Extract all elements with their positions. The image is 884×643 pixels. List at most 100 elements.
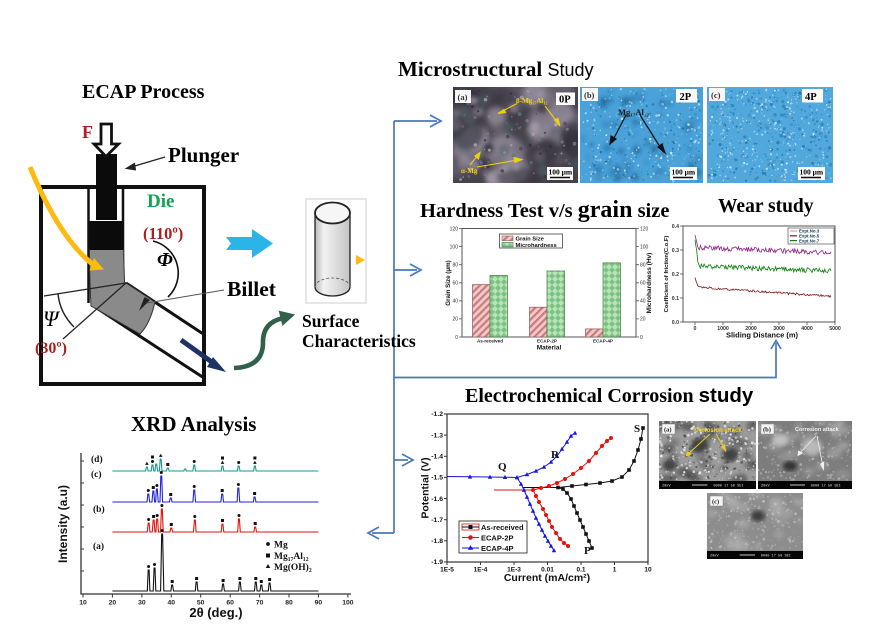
svg-text:Mg₁₇Al₁₂: Mg₁₇Al₁₂ (274, 552, 309, 562)
svg-text:40: 40 (168, 600, 176, 607)
svg-text:Microhardness (Hv): Microhardness (Hv) (646, 253, 653, 314)
svg-text:Intensity (a.u): Intensity (a.u) (56, 485, 70, 563)
svg-text:20: 20 (452, 317, 458, 323)
svg-text:Corrosion attack: Corrosion attack (795, 427, 840, 433)
svg-text:As-received: As-received (481, 523, 524, 532)
svg-text:60: 60 (226, 600, 234, 607)
svg-text:1: 1 (613, 567, 617, 574)
svg-text:(a): (a) (458, 92, 468, 102)
svg-text:Coefficient of friction(C.o.F): Coefficient of friction(C.o.F) (664, 236, 670, 313)
svg-text:Mg(OH)₂: Mg(OH)₂ (274, 562, 312, 573)
svg-text:0000 17 50 SEI: 0000 17 50 SEI (761, 555, 791, 559)
svg-text:4P: 4P (805, 92, 817, 103)
svg-text:Current (mA/cm²): Current (mA/cm²) (504, 572, 590, 584)
svg-text:(a): (a) (664, 427, 672, 434)
svg-text:50: 50 (197, 600, 205, 607)
svg-text:0.3: 0.3 (672, 248, 679, 254)
svg-text:100 μm: 100 μm (672, 168, 696, 177)
svg-text:0: 0 (640, 335, 643, 341)
svg-text:0.01: 0.01 (541, 567, 554, 574)
svg-text:5000: 5000 (829, 326, 841, 332)
svg-text:20: 20 (109, 600, 117, 607)
svg-text:ECAP-4P: ECAP-4P (481, 544, 514, 553)
svg-text:P: P (584, 545, 591, 557)
svg-text:0: 0 (455, 335, 458, 341)
svg-text:Expt.No.3: Expt.No.3 (799, 229, 820, 234)
svg-text:(b): (b) (93, 504, 105, 515)
svg-text:2P: 2P (680, 92, 692, 103)
svg-text:Material: Material (537, 345, 562, 352)
svg-text:0.1: 0.1 (672, 296, 679, 302)
svg-text:0.0: 0.0 (672, 320, 679, 326)
svg-text:20kV: 20kV (662, 484, 671, 489)
svg-text:10: 10 (644, 567, 652, 574)
svg-text:As-received: As-received (477, 339, 503, 344)
svg-text:β-Mg₁₇Al₁₂: β-Mg₁₇Al₁₂ (516, 97, 548, 105)
svg-text:120: 120 (450, 226, 459, 232)
svg-text:90: 90 (315, 600, 323, 607)
svg-text:-1.5: -1.5 (431, 475, 443, 482)
svg-text:Corrosion attack: Corrosion attack (694, 428, 742, 434)
svg-text:Potential (V): Potential (V) (420, 457, 432, 518)
svg-text:Q: Q (498, 461, 507, 473)
svg-text:4000: 4000 (801, 326, 813, 332)
svg-text:Expt.No.5: Expt.No.5 (799, 234, 820, 239)
svg-text:S: S (634, 423, 640, 435)
svg-text:ECAP-2P: ECAP-2P (481, 534, 514, 543)
svg-text:(c): (c) (712, 499, 719, 506)
svg-text:1000: 1000 (717, 326, 729, 332)
svg-text:Grain Size (μm): Grain Size (μm) (445, 260, 452, 305)
svg-text:20kV: 20kV (761, 484, 770, 489)
svg-text:60: 60 (452, 281, 458, 287)
svg-text:10: 10 (79, 600, 87, 607)
svg-text:20: 20 (640, 317, 646, 323)
svg-text:-1.9: -1.9 (431, 559, 443, 566)
svg-text:-1.8: -1.8 (431, 538, 443, 545)
svg-text:40: 40 (452, 299, 458, 305)
svg-text:100 μm: 100 μm (549, 168, 573, 177)
svg-text:0.2: 0.2 (672, 272, 679, 278)
svg-text:1E-4: 1E-4 (474, 567, 488, 574)
svg-text:(b): (b) (763, 427, 771, 434)
svg-text:(c): (c) (91, 469, 102, 480)
svg-text:Expt.No.7: Expt.No.7 (799, 238, 820, 243)
svg-text:1E-5: 1E-5 (440, 567, 454, 574)
svg-text:2000: 2000 (745, 326, 757, 332)
svg-text:ECAP-2P: ECAP-2P (537, 339, 557, 344)
svg-text:α-Mg: α-Mg (461, 167, 478, 175)
svg-text:(c): (c) (711, 90, 721, 100)
svg-text:Mg: Mg (274, 541, 288, 551)
svg-text:1E-3: 1E-3 (507, 567, 521, 574)
svg-text:0: 0 (694, 326, 697, 332)
svg-text:(a): (a) (93, 541, 104, 552)
svg-text:-1.3: -1.3 (431, 432, 443, 439)
svg-text:80: 80 (640, 263, 646, 269)
svg-text:Mg₁₇Al₁₂: Mg₁₇Al₁₂ (618, 107, 649, 117)
svg-text:2θ (deg.): 2θ (deg.) (189, 605, 242, 620)
svg-text:ECAP-4P: ECAP-4P (593, 339, 613, 344)
svg-text:3000: 3000 (773, 326, 785, 332)
svg-text:80: 80 (285, 600, 293, 607)
svg-text:20kV: 20kV (710, 554, 719, 559)
svg-text:70: 70 (256, 600, 264, 607)
svg-text:100 μm: 100 μm (800, 168, 824, 177)
svg-text:Sliding Distance (m): Sliding Distance (m) (726, 331, 799, 340)
svg-text:-1.7: -1.7 (431, 517, 443, 524)
svg-text:-1.4: -1.4 (431, 454, 443, 461)
svg-text:Microhardness: Microhardness (516, 243, 557, 249)
svg-text:0.1: 0.1 (576, 567, 585, 574)
svg-text:60: 60 (640, 281, 646, 287)
svg-text:(d): (d) (91, 454, 103, 465)
svg-text:-1.6: -1.6 (431, 496, 443, 503)
svg-text:100: 100 (640, 244, 649, 250)
svg-text:30: 30 (138, 600, 146, 607)
svg-text:80: 80 (452, 263, 458, 269)
svg-text:(b): (b) (584, 90, 595, 100)
svg-text:Grain Size: Grain Size (516, 237, 545, 243)
svg-text:100: 100 (450, 244, 459, 250)
svg-text:120: 120 (640, 226, 649, 232)
svg-text:40: 40 (640, 299, 646, 305)
svg-text:-1.2: -1.2 (431, 411, 443, 418)
svg-text:0000 17 50 SEI: 0000 17 50 SEI (713, 485, 743, 489)
svg-text:0000 17 50 SEI: 0000 17 50 SEI (811, 485, 841, 489)
